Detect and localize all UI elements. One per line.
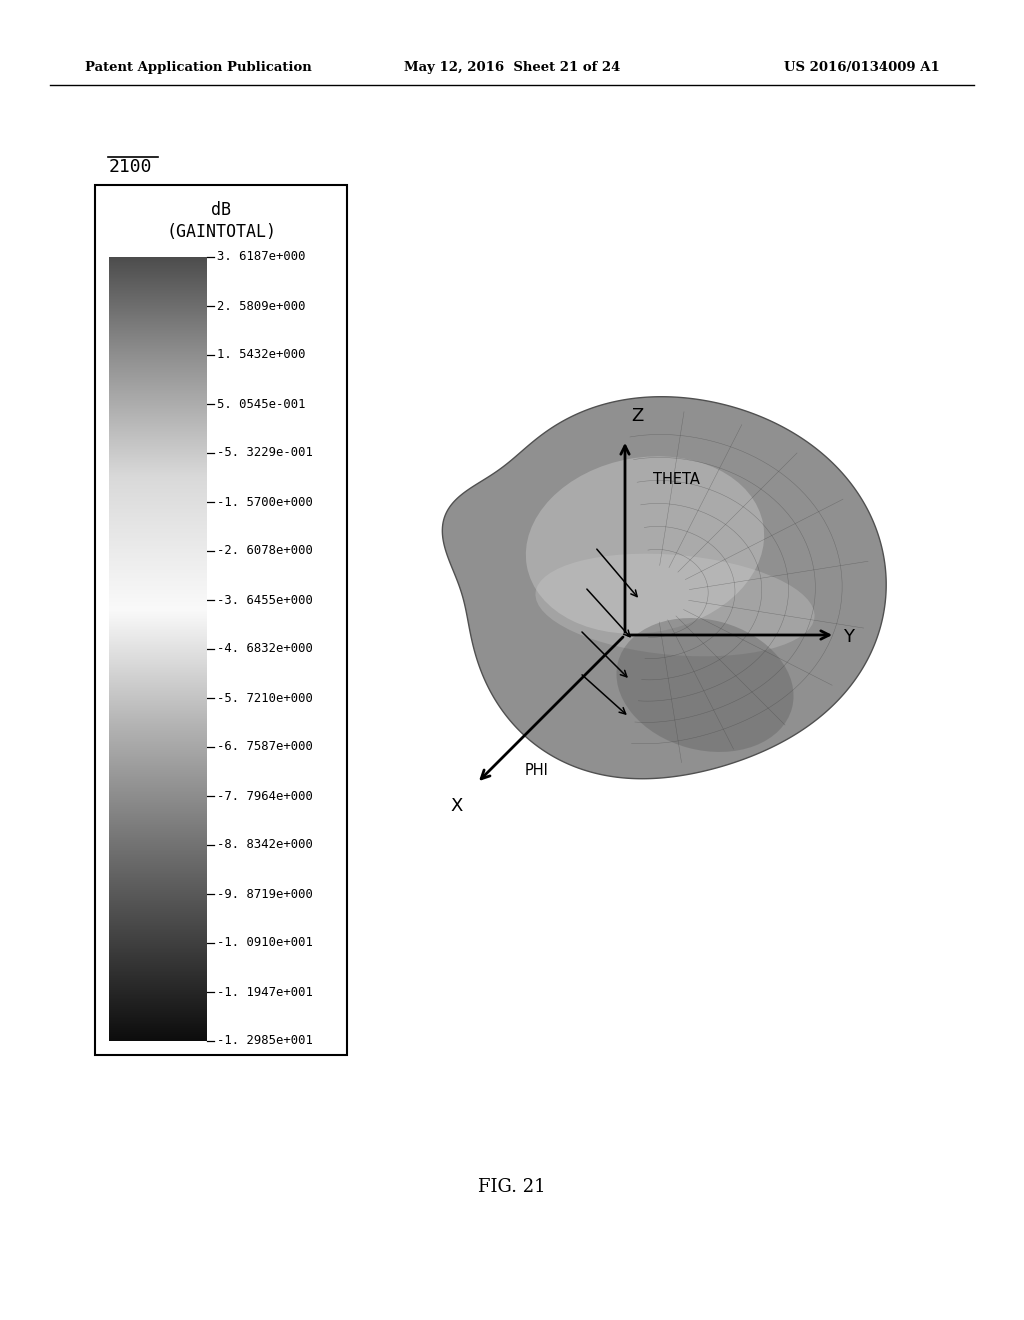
Text: (GAINTOTAL): (GAINTOTAL) bbox=[166, 223, 276, 242]
Text: -8. 8342e+000: -8. 8342e+000 bbox=[217, 838, 313, 851]
Polygon shape bbox=[442, 397, 886, 779]
Text: -1. 0910e+001: -1. 0910e+001 bbox=[217, 936, 313, 949]
Text: 5. 0545e-001: 5. 0545e-001 bbox=[217, 397, 305, 411]
Text: dB: dB bbox=[211, 201, 231, 219]
Text: -1. 5700e+000: -1. 5700e+000 bbox=[217, 495, 313, 508]
Text: 2100: 2100 bbox=[109, 158, 152, 176]
Text: Y: Y bbox=[843, 628, 854, 645]
Text: X: X bbox=[451, 797, 463, 814]
Text: -3. 6455e+000: -3. 6455e+000 bbox=[217, 594, 313, 606]
Ellipse shape bbox=[616, 618, 794, 752]
Text: 3. 6187e+000: 3. 6187e+000 bbox=[217, 251, 305, 264]
Ellipse shape bbox=[526, 457, 764, 634]
Text: US 2016/0134009 A1: US 2016/0134009 A1 bbox=[784, 62, 940, 74]
Text: 2. 5809e+000: 2. 5809e+000 bbox=[217, 300, 305, 313]
Text: PHI: PHI bbox=[525, 763, 549, 777]
Text: 1. 5432e+000: 1. 5432e+000 bbox=[217, 348, 305, 362]
Text: May 12, 2016  Sheet 21 of 24: May 12, 2016 Sheet 21 of 24 bbox=[403, 62, 621, 74]
Text: FIG. 21: FIG. 21 bbox=[478, 1177, 546, 1196]
Text: -2. 6078e+000: -2. 6078e+000 bbox=[217, 544, 313, 557]
Text: -1. 1947e+001: -1. 1947e+001 bbox=[217, 986, 313, 998]
Text: Patent Application Publication: Patent Application Publication bbox=[85, 62, 311, 74]
Bar bbox=[95, 185, 347, 1055]
Text: -6. 7587e+000: -6. 7587e+000 bbox=[217, 741, 313, 754]
Text: -5. 3229e-001: -5. 3229e-001 bbox=[217, 446, 313, 459]
Text: THETA: THETA bbox=[653, 473, 699, 487]
Text: -5. 7210e+000: -5. 7210e+000 bbox=[217, 692, 313, 705]
Text: -7. 7964e+000: -7. 7964e+000 bbox=[217, 789, 313, 803]
Text: -9. 8719e+000: -9. 8719e+000 bbox=[217, 887, 313, 900]
Text: -4. 6832e+000: -4. 6832e+000 bbox=[217, 643, 313, 656]
Text: -1. 2985e+001: -1. 2985e+001 bbox=[217, 1035, 313, 1048]
Ellipse shape bbox=[536, 553, 814, 656]
Text: Z: Z bbox=[631, 407, 643, 425]
